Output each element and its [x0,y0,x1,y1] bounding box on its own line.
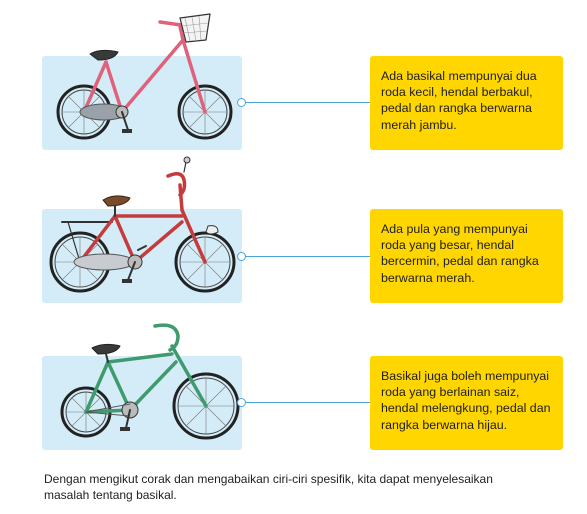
pink-bicycle-illustration [56,13,233,140]
description-box: Ada pula yang mempunyai roda yang besar,… [370,209,563,303]
red-bicycle-illustration [49,156,236,293]
connector-line [242,102,370,103]
description-box: Ada basikal mempunyai dua roda kecil, he… [370,56,563,150]
connector-line [242,256,370,257]
connector-line [242,402,370,403]
connector-dot [237,98,246,107]
caption-text: Dengan mengikut corak dan mengabaikan ci… [44,472,493,502]
green-bicycle-illustration [60,323,240,440]
connector-dot [237,398,246,407]
description-box: Basikal juga boleh mempunyai roda yang b… [370,356,563,450]
connector-dot [237,252,246,261]
